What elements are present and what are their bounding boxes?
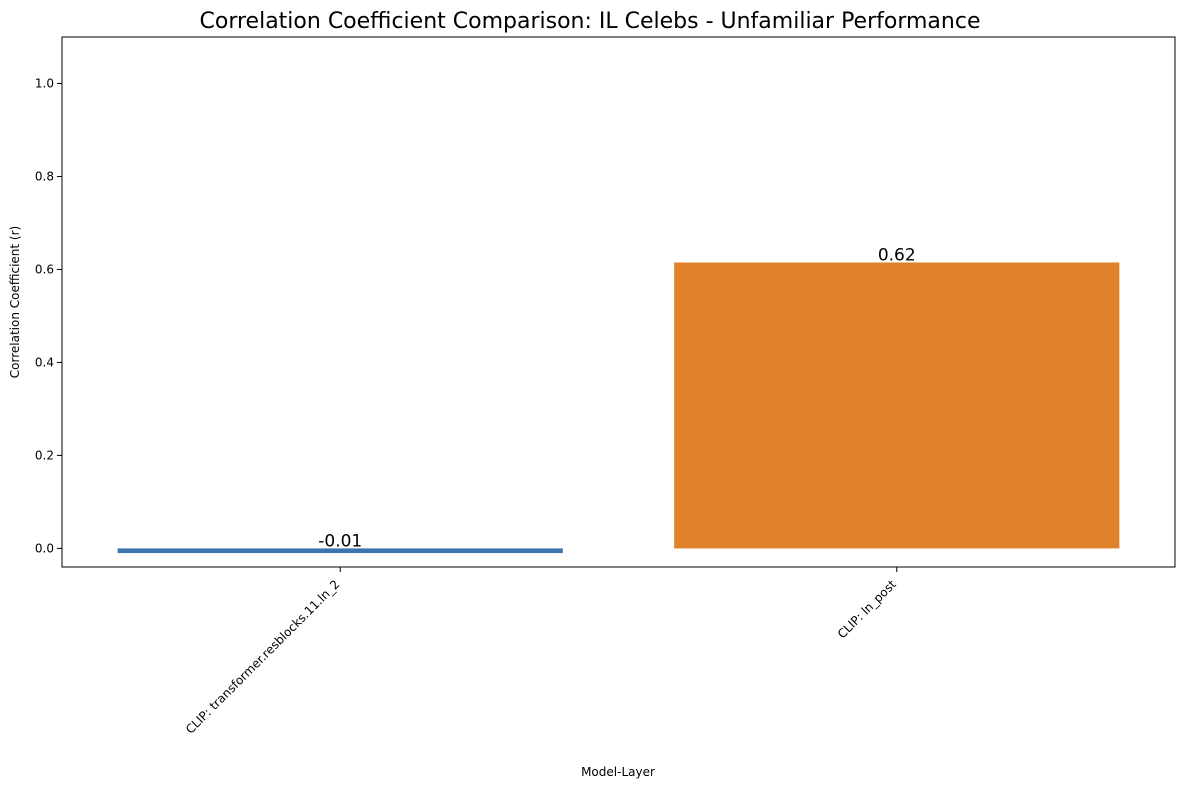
x-axis-label: Model-Layer — [581, 765, 655, 779]
bar — [117, 548, 563, 554]
y-tick-label: 0.6 — [35, 262, 54, 276]
y-tick-label: 0.4 — [35, 355, 54, 369]
y-axis-label: Correlation Coefficient (r) — [8, 226, 22, 378]
y-tick-label: 1.0 — [35, 76, 54, 90]
data-label: -0.01 — [318, 531, 362, 551]
y-tick-label: 0.8 — [35, 169, 54, 183]
y-tick-label: 0.0 — [35, 541, 54, 555]
chart-title: Correlation Coefficient Comparison: IL C… — [200, 9, 981, 34]
data-label: 0.62 — [878, 245, 916, 265]
x-tick-label: CLIP: ln_post — [835, 577, 899, 641]
x-tick-label: CLIP: transformer.resblocks.11.ln_2 — [183, 577, 342, 736]
plot-area: -0.01 CLIP: transformer.resblocks.11.ln_2… — [35, 36, 1176, 737]
y-tick-label: 0.2 — [35, 448, 54, 462]
bar — [674, 262, 1120, 549]
plot-frame — [61, 36, 1176, 568]
